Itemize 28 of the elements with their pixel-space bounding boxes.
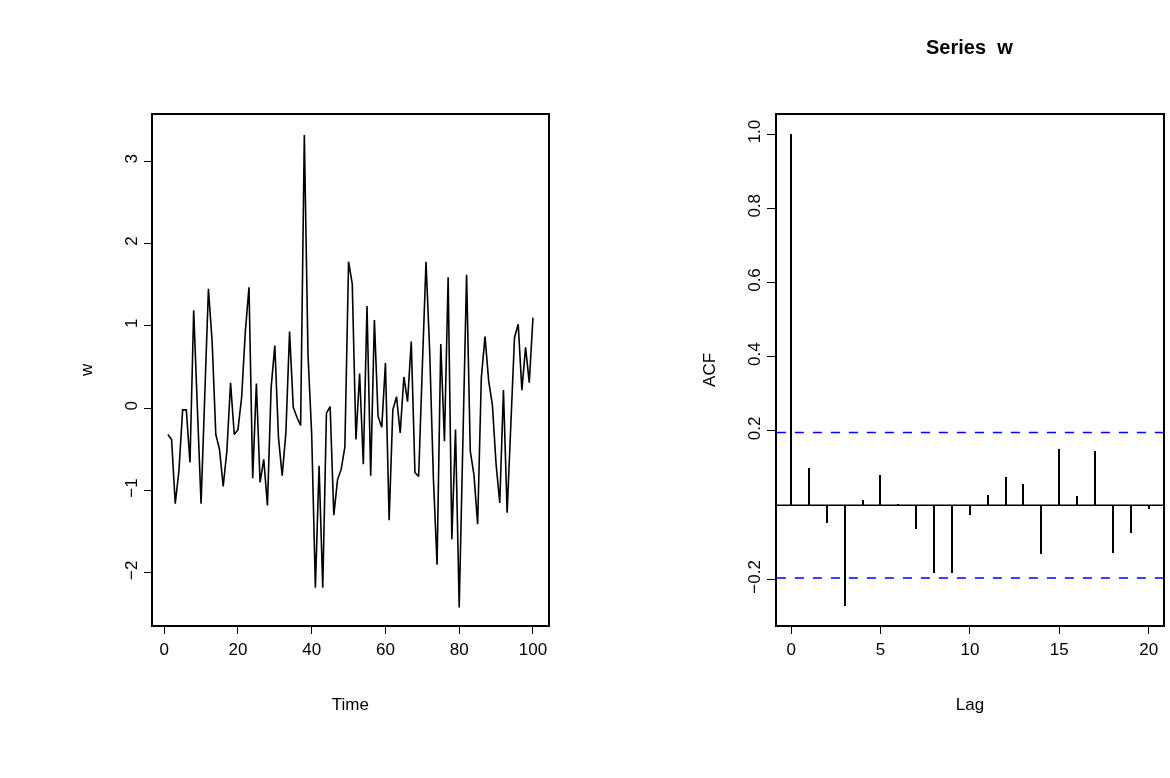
x-tick-label: 80 [449, 639, 469, 659]
y-tick-label: 0 [121, 400, 141, 411]
x-tick-label: 20 [1139, 639, 1159, 659]
y-tick-label: 1.0 [745, 119, 765, 144]
chart-title: Series w [926, 36, 1014, 58]
x-axis-title: Time [331, 694, 369, 714]
x-axis-title: Lag [955, 694, 985, 714]
x-tick-label: 20 [228, 639, 248, 659]
y-tick-label: −0.2 [745, 560, 765, 594]
x-tick-label: 100 [518, 639, 548, 659]
y-tick-label: −2 [121, 560, 141, 581]
x-tick-label: 10 [960, 639, 980, 659]
x-tick-label: 0 [786, 639, 796, 659]
y-axis-title: w [76, 363, 96, 378]
y-tick-label: 0.4 [745, 342, 765, 367]
y-axis-title: ACF [700, 352, 720, 387]
x-tick-label: 0 [159, 639, 169, 659]
y-tick-label: 0.8 [745, 193, 765, 218]
x-tick-label: 15 [1049, 639, 1069, 659]
y-tick-label: 2 [121, 236, 141, 246]
y-tick-label: 0.2 [745, 416, 765, 441]
y-tick-label: −1 [121, 478, 141, 498]
x-tick-label: 5 [875, 639, 886, 659]
y-tick-label: 3 [121, 153, 141, 164]
x-tick-label: 60 [375, 639, 395, 659]
y-tick-label: 0.6 [745, 268, 765, 292]
y-tick-label: 1 [121, 318, 141, 329]
x-tick-label: 40 [302, 639, 322, 659]
